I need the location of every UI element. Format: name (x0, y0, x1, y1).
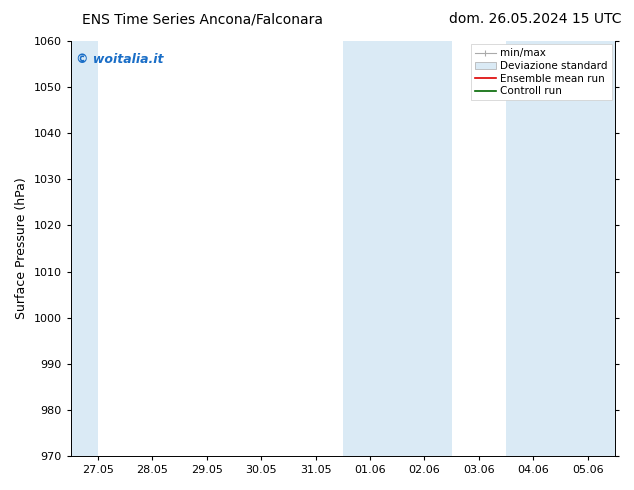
Text: © woitalia.it: © woitalia.it (76, 53, 164, 67)
Bar (506, 41, 615, 456)
Text: ENS Time Series Ancona/Falconara: ENS Time Series Ancona/Falconara (82, 12, 323, 26)
Bar (343, 41, 451, 456)
Legend: min/max, Deviazione standard, Ensemble mean run, Controll run: min/max, Deviazione standard, Ensemble m… (471, 44, 612, 100)
Bar (71, 41, 98, 456)
Text: dom. 26.05.2024 15 UTC: dom. 26.05.2024 15 UTC (449, 12, 621, 26)
Y-axis label: Surface Pressure (hPa): Surface Pressure (hPa) (15, 178, 28, 319)
